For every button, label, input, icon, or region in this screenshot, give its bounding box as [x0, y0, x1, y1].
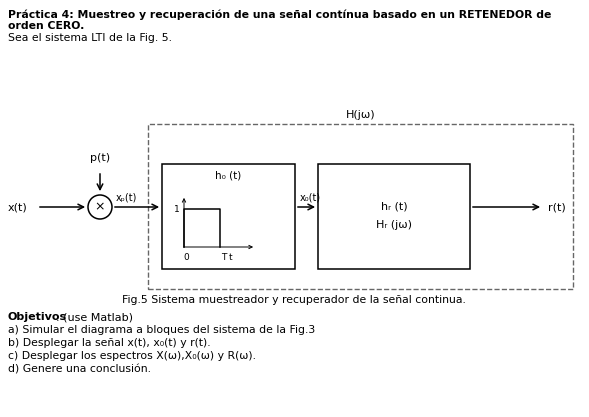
Text: x₀(t): x₀(t)	[300, 192, 321, 202]
Text: H(jω): H(jω)	[346, 110, 375, 120]
Bar	[148, 124, 573, 289]
Text: p(t): p(t)	[90, 153, 110, 163]
Text: Objetivos: Objetivos	[8, 312, 67, 322]
Text: c) Desplegar los espectros X(ω),X₀(ω) y R(ω).: c) Desplegar los espectros X(ω),X₀(ω) y …	[8, 351, 256, 361]
Text: Práctica 4: Muestreo y recuperación de una señal contínua basado en un RETENEDOR: Práctica 4: Muestreo y recuperación de u…	[8, 9, 551, 20]
Text: 0: 0	[183, 253, 189, 262]
Text: ×: ×	[95, 201, 105, 214]
Text: Sea el sistema LTI de la Fig. 5.: Sea el sistema LTI de la Fig. 5.	[8, 33, 172, 43]
Text: a) Simular el diagrama a bloques del sistema de la Fig.3: a) Simular el diagrama a bloques del sis…	[8, 325, 315, 335]
Bar	[162, 164, 295, 269]
Text: Fig.5 Sistema muestreador y recuperador de la señal continua.: Fig.5 Sistema muestreador y recuperador …	[122, 295, 466, 305]
Text: Hᵣ (jω): Hᵣ (jω)	[376, 219, 412, 229]
Bar	[318, 164, 470, 269]
Text: b) Desplegar la señal x(t), x₀(t) y r(t).: b) Desplegar la señal x(t), x₀(t) y r(t)…	[8, 338, 211, 348]
Text: : (use Matlab): : (use Matlab)	[56, 312, 133, 322]
Text: orden CERO.: orden CERO.	[8, 21, 84, 31]
Text: r(t): r(t)	[548, 202, 566, 212]
Text: xₚ(t): xₚ(t)	[116, 192, 137, 202]
Text: h₀ (t): h₀ (t)	[216, 170, 241, 180]
Text: t: t	[229, 253, 233, 262]
Text: 1: 1	[174, 204, 180, 214]
Text: T: T	[221, 253, 226, 262]
Text: x(t): x(t)	[8, 202, 28, 212]
Text: d) Genere una conclusión.: d) Genere una conclusión.	[8, 364, 151, 374]
Text: hᵣ (t): hᵣ (t)	[380, 201, 408, 211]
